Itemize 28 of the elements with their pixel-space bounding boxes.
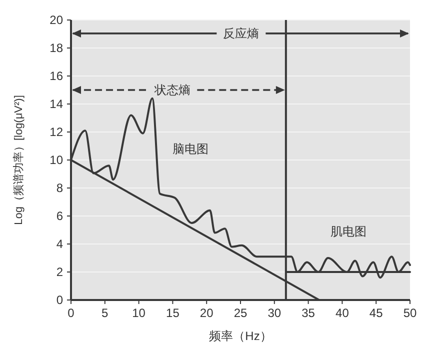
annotation: 反应熵 [223,26,260,41]
x-tick-label: 20 [200,306,214,320]
annotation: 状态熵 [154,83,191,98]
y-tick-label: 20 [50,13,64,28]
x-tick-label: 5 [102,306,109,320]
y-tick-label: 16 [50,69,64,84]
y-tick-label: 4 [56,237,64,252]
y-tick-label: 14 [50,97,64,112]
y-tick-label: 8 [56,181,64,196]
y-tick-label: 18 [50,41,64,56]
y-tick-label: 2 [56,265,64,280]
x-tick-label: 35 [302,306,316,320]
y-tick-label: 0 [56,293,64,308]
x-tick-label: 10 [132,306,146,320]
x-tick-label: 15 [166,306,180,320]
annotation: 脑电图 [172,142,208,156]
y-tick-label: 10 [50,153,64,168]
annotation: 肌电图 [330,224,366,239]
x-tick-label: 25 [234,306,248,320]
x-tick-label: 50 [403,306,417,320]
x-tick-label: 0 [68,306,75,320]
x-tick-label: 40 [336,306,350,320]
x-tick-label: 30 [268,306,282,320]
y-tick-label: 12 [50,125,64,140]
x-tick-label: 45 [369,306,384,320]
x-axis-title: 频率（Hz） [209,329,272,343]
y-axis-title: Log（频谱功率）[log(μV²)] [12,95,25,225]
y-tick-label: 6 [56,209,64,224]
